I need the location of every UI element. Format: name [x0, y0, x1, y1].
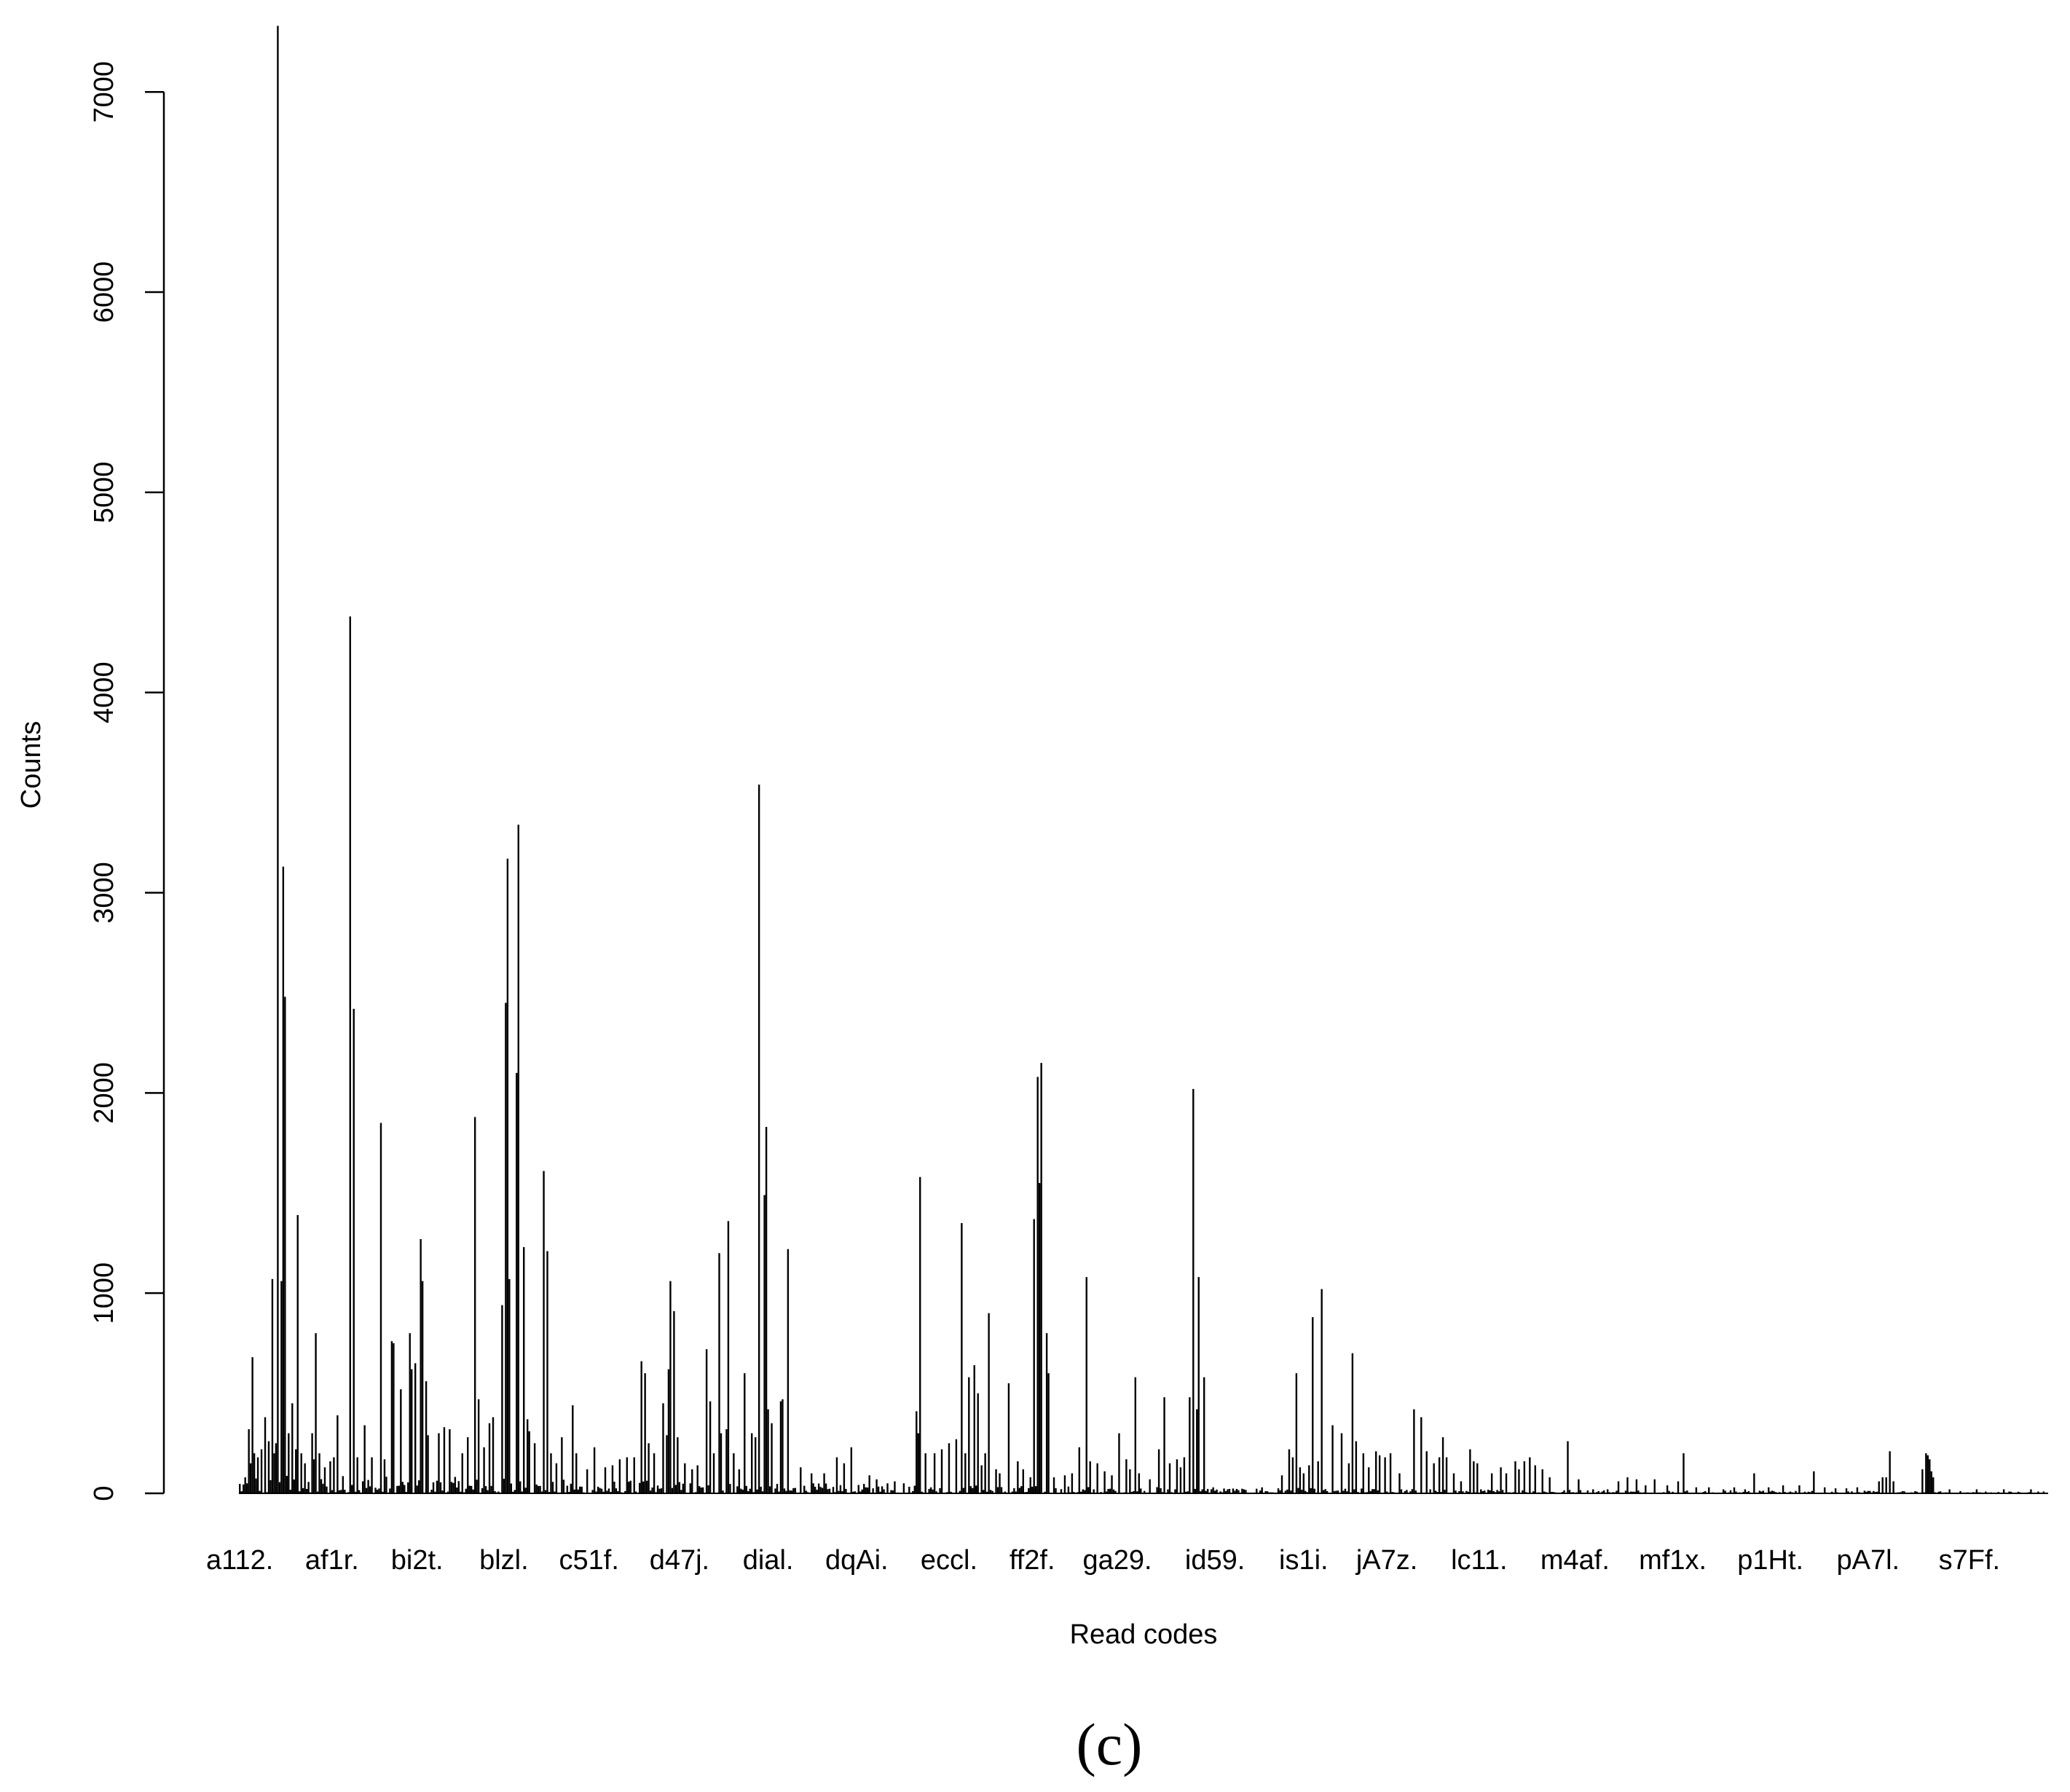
- bars-layer: [239, 25, 2048, 1494]
- x-tick-label: s7Ff.: [1939, 1545, 2000, 1576]
- x-tick-label: mf1x.: [1639, 1545, 1707, 1576]
- x-tick-label: m4af.: [1540, 1545, 1610, 1576]
- x-tick-label: ff2f.: [1010, 1545, 1055, 1576]
- x-tick-label: p1Ht.: [1737, 1545, 1803, 1576]
- x-tick-label: pA7l.: [1836, 1545, 1900, 1576]
- x-tick-label: c51f.: [559, 1545, 619, 1576]
- x-tick-label: a112.: [206, 1545, 273, 1576]
- x-tick-label: bi2t.: [391, 1545, 444, 1576]
- y-axis-title: Counts: [16, 721, 47, 809]
- x-tick-label: d47j.: [650, 1545, 709, 1576]
- y-tick-label: 0: [89, 1485, 119, 1501]
- y-tick-label: 1000: [89, 1262, 119, 1324]
- y-tick-label: 3000: [89, 862, 119, 924]
- y-tick-label: 6000: [89, 262, 119, 323]
- x-tick-label: lc11.: [1451, 1545, 1507, 1576]
- axes-layer: 0 1000 2000 3000 4000 5000 6000 7000 a112. af1r. b…: [89, 61, 2000, 1576]
- x-axis-title: Read codes: [1070, 1619, 1218, 1650]
- x-tick-label: eccl.: [921, 1545, 977, 1576]
- y-tick-label: 4000: [89, 661, 119, 723]
- y-tick-label: 2000: [89, 1062, 119, 1124]
- panel-label: (c): [1076, 1711, 1142, 1777]
- x-tick-label: dial.: [743, 1545, 794, 1576]
- x-tick-label: af1r.: [305, 1545, 359, 1576]
- x-tick-label: id59.: [1185, 1545, 1245, 1576]
- x-tick-label: ga29.: [1082, 1545, 1152, 1576]
- x-tick-label: is1i.: [1279, 1545, 1329, 1576]
- x-tick-label: jA7z.: [1355, 1545, 1417, 1576]
- y-tick-label: 5000: [89, 462, 119, 524]
- x-tick-label: dqAi.: [825, 1545, 889, 1576]
- y-tick-label: 7000: [89, 61, 119, 123]
- x-tick-label: blzl.: [479, 1545, 529, 1576]
